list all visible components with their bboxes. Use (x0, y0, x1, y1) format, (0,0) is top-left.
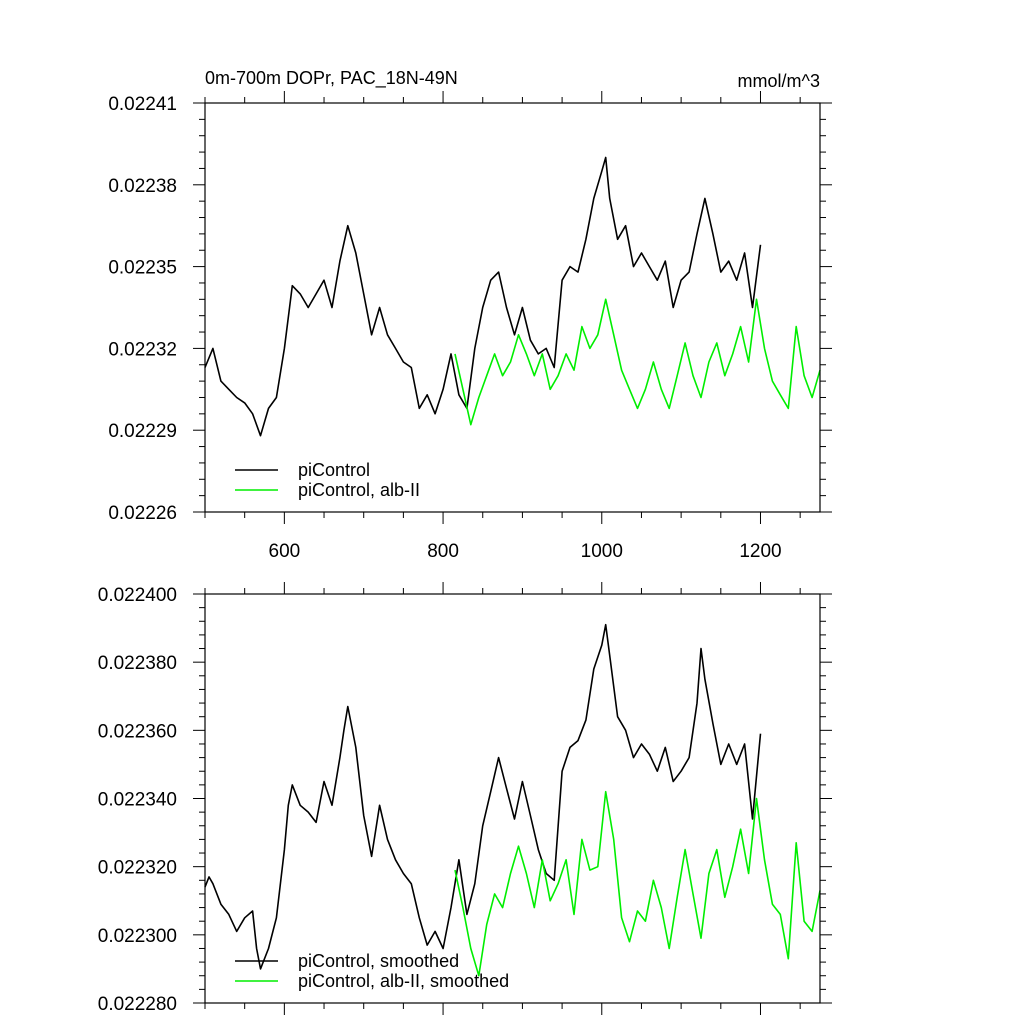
y-tick-label: 0.02235 (108, 258, 177, 279)
y-tick-label: 0.022300 (98, 926, 177, 947)
x-tick-label: 600 (269, 541, 301, 562)
legend: piControl, smoothed piControl, alb-II, s… (235, 951, 509, 991)
series-line-0 (204, 623, 762, 970)
x-tick-label: 1000 (581, 541, 623, 562)
series-line-1 (454, 298, 821, 426)
series-line-1 (454, 790, 821, 977)
legend-label-1: piControl, alb-II (298, 480, 420, 500)
legend: piControl piControl, alb-II (235, 460, 420, 500)
y-tick-label: 0.022340 (98, 790, 177, 811)
y-tick-label: 0.02226 (108, 503, 177, 524)
series-group (204, 156, 821, 437)
y-tick-label: 0.02229 (108, 421, 177, 442)
y-tick-label: 0.022280 (98, 994, 177, 1015)
y-tick-label: 0.022320 (98, 858, 177, 879)
y-tick-label: 0.022380 (98, 653, 177, 674)
series-line-0 (204, 156, 762, 437)
panel-bottom: 0.022280 0.022300 0.022320 0.022340 0.022360… (98, 582, 832, 1015)
y-tick-label: 0.02232 (108, 339, 177, 360)
panel-top: 0m-700m DOPr, PAC_18N-49N mmol/m^3 0.022… (108, 68, 832, 562)
x-tick-label: 1200 (739, 541, 781, 562)
legend-label-0: piControl (298, 460, 370, 480)
units-label: mmol/m^3 (738, 71, 820, 91)
y-tick-label: 0.022360 (98, 721, 177, 742)
y-tick-label: 0.022400 (98, 585, 177, 606)
legend-label-1: piControl, alb-II, smoothed (298, 971, 509, 991)
series-group (204, 623, 821, 977)
axis-ticks: 0.02226 0.02229 0.02232 0.02235 0.02238 0.022… (108, 91, 832, 562)
legend-label-0: piControl, smoothed (298, 951, 459, 971)
y-tick-label: 0.02238 (108, 176, 177, 197)
plot-frame (204, 102, 821, 513)
x-tick-label: 800 (427, 541, 459, 562)
chart-title: 0m-700m DOPr, PAC_18N-49N (205, 68, 458, 89)
y-tick-label: 0.02241 (108, 94, 177, 115)
axis-ticks: 0.022280 0.022300 0.022320 0.022340 0.022360… (98, 582, 832, 1015)
plot-frame (204, 593, 821, 1004)
